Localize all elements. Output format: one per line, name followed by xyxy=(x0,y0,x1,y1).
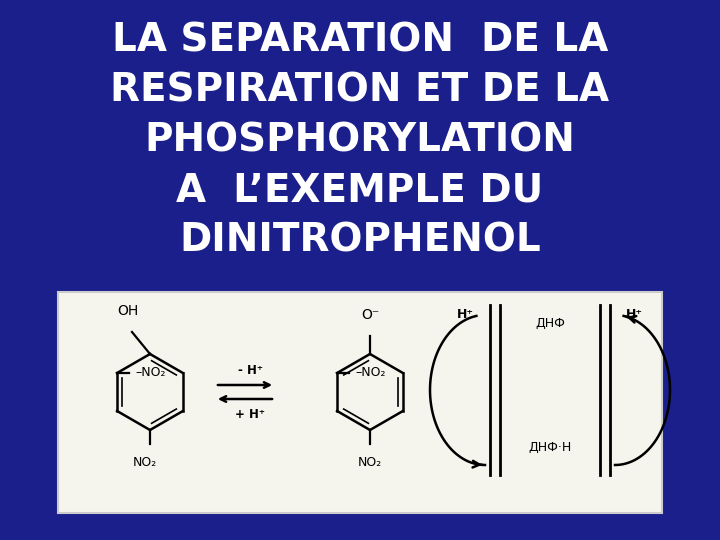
Text: RESPIRATION ET DE LA: RESPIRATION ET DE LA xyxy=(110,71,610,109)
Text: O⁻: O⁻ xyxy=(361,308,379,322)
Text: H⁺: H⁺ xyxy=(626,308,643,321)
Bar xyxy=(58,292,662,513)
Text: ДНФ: ДНФ xyxy=(535,316,565,329)
Text: - H⁺: - H⁺ xyxy=(238,363,263,376)
Text: ДНФ·Н: ДНФ·Н xyxy=(528,441,572,454)
Text: NO₂: NO₂ xyxy=(358,456,382,469)
Text: NO₂: NO₂ xyxy=(133,456,157,469)
Text: H⁺: H⁺ xyxy=(457,308,474,321)
Text: –NO₂: –NO₂ xyxy=(135,367,166,380)
Text: OH: OH xyxy=(117,304,139,318)
Text: DINITROPHENOL: DINITROPHENOL xyxy=(179,221,541,259)
Text: + H⁺: + H⁺ xyxy=(235,408,265,421)
Text: A  L’EXEMPLE DU: A L’EXEMPLE DU xyxy=(176,171,544,209)
Text: LA SEPARATION  DE LA: LA SEPARATION DE LA xyxy=(112,21,608,59)
Text: –NO₂: –NO₂ xyxy=(355,367,386,380)
Text: PHOSPHORYLATION: PHOSPHORYLATION xyxy=(145,121,575,159)
